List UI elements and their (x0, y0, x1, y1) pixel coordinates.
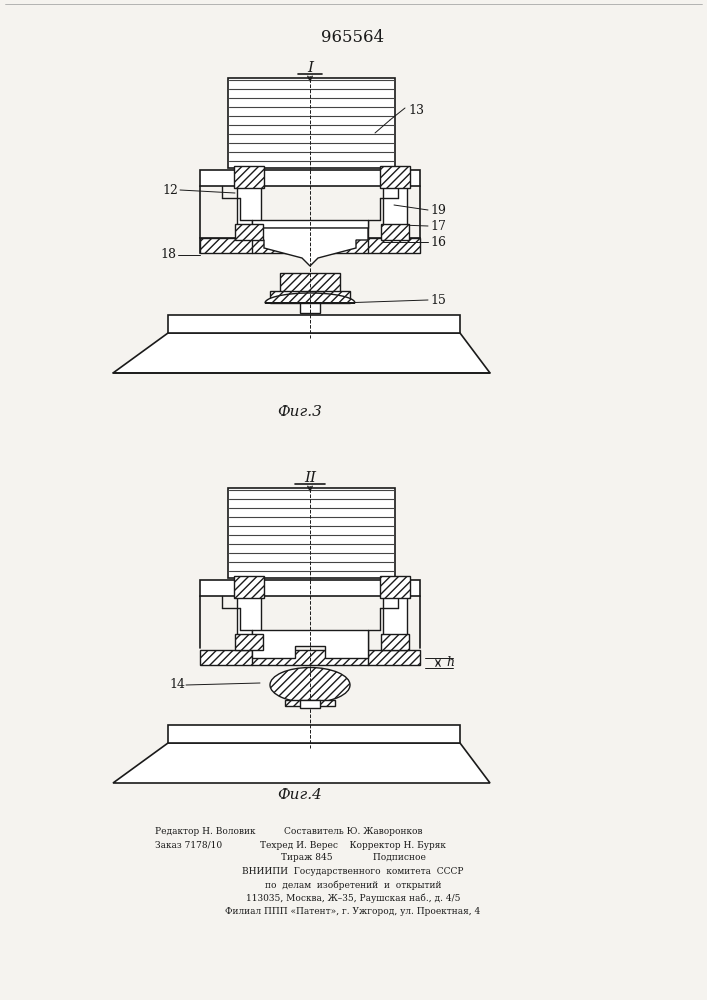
Text: ВНИИПИ  Государственного  комитета  СССР: ВНИИПИ Государственного комитета СССР (243, 867, 464, 876)
Text: I: I (307, 61, 313, 75)
Polygon shape (113, 333, 490, 373)
Bar (234, 166, 264, 188)
Polygon shape (252, 228, 368, 266)
Text: Заказ 7178/10: Заказ 7178/10 (155, 840, 222, 850)
Text: h: h (446, 656, 454, 670)
Text: Техред И. Верес    Корректор Н. Буряк: Техред И. Верес Корректор Н. Буряк (260, 840, 446, 850)
Text: 17: 17 (430, 221, 446, 233)
Text: Тираж 845              Подписное: Тираж 845 Подписное (281, 854, 426, 862)
Text: 113035, Москва, Ж–35, Раушская наб., д. 4/5: 113035, Москва, Ж–35, Раушская наб., д. … (246, 893, 460, 903)
Text: 15: 15 (430, 294, 446, 306)
Bar (380, 576, 410, 598)
Text: 13: 13 (408, 104, 424, 116)
Text: 16: 16 (430, 236, 446, 249)
Bar (280, 273, 340, 295)
Bar (381, 224, 409, 240)
Text: 19: 19 (430, 204, 446, 217)
Bar (380, 166, 410, 188)
Text: 965564: 965564 (322, 28, 385, 45)
Bar (252, 220, 368, 228)
Text: II: II (304, 471, 316, 485)
Bar (237, 578, 261, 650)
Ellipse shape (270, 668, 350, 702)
Text: 14: 14 (169, 678, 185, 692)
Bar (285, 700, 335, 706)
Polygon shape (113, 743, 490, 783)
Bar (235, 634, 263, 650)
Bar (383, 578, 407, 650)
Bar (234, 576, 264, 598)
Text: по  делам  изобретений  и  открытий: по делам изобретений и открытий (264, 880, 441, 890)
Polygon shape (252, 630, 368, 658)
Bar (383, 168, 407, 240)
Text: 18: 18 (160, 248, 176, 261)
Bar (237, 168, 261, 240)
Bar (300, 295, 320, 313)
Bar (200, 238, 420, 253)
Bar (200, 650, 420, 665)
Text: Филиал ППП «Патент», г. Ужгород, ул. Проектная, 4: Филиал ППП «Патент», г. Ужгород, ул. Про… (226, 906, 481, 916)
Bar (200, 580, 420, 596)
Bar (300, 700, 320, 708)
Bar (228, 488, 395, 578)
Bar (228, 78, 395, 168)
Bar (381, 634, 409, 650)
Bar (270, 291, 350, 303)
Bar (200, 238, 420, 253)
Text: 12: 12 (162, 184, 178, 196)
Bar (168, 315, 460, 333)
Text: Редактор Н. Воловик: Редактор Н. Воловик (155, 828, 255, 836)
Bar (235, 224, 263, 240)
Bar (200, 170, 420, 186)
Text: Составитель Ю. Жаворонков: Составитель Ю. Жаворонков (284, 828, 422, 836)
Text: Фиг.3: Фиг.3 (278, 405, 322, 419)
Polygon shape (265, 293, 355, 303)
Text: Фиг.4: Фиг.4 (278, 788, 322, 802)
Bar (168, 725, 460, 743)
